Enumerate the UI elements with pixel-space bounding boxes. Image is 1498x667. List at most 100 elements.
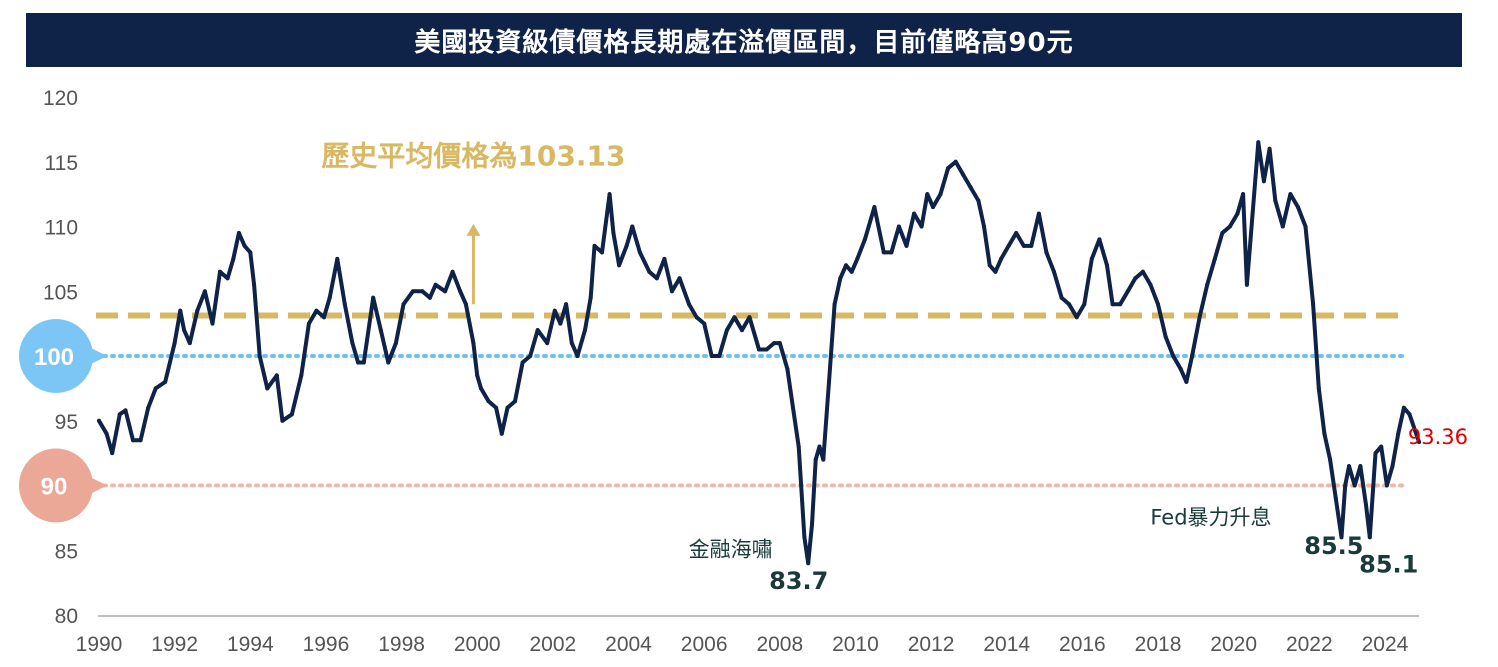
- data-point: [564, 302, 569, 307]
- data-point: [588, 295, 593, 300]
- x-axis: 1990 1992 1994 1996 1998 2000 2002 2004 2006 2008…: [76, 615, 1419, 656]
- data-point: [146, 405, 151, 410]
- y-tick-label: 85: [55, 540, 78, 563]
- data-point: [350, 341, 355, 346]
- x-tick-label: 1992: [151, 633, 198, 656]
- data-point: [1212, 256, 1217, 261]
- data-point: [280, 418, 285, 423]
- x-tick-label: 2000: [454, 633, 501, 656]
- data-point: [356, 360, 361, 365]
- data-point: [1148, 282, 1153, 287]
- average-price-annotation: 歷史平均價格為103.13: [321, 140, 625, 173]
- data-point: [976, 198, 981, 203]
- data-point: [131, 438, 135, 443]
- data-point: [1171, 354, 1176, 358]
- data-point: [401, 302, 406, 307]
- x-tick-label: 2016: [1059, 633, 1106, 656]
- data-point: [172, 341, 177, 346]
- data-point: [791, 405, 795, 410]
- data-point: [1407, 412, 1412, 417]
- data-point: [968, 185, 973, 190]
- data-point: [993, 269, 998, 274]
- data-point: [764, 347, 769, 352]
- data-point: [931, 205, 935, 210]
- data-point: [1339, 535, 1344, 540]
- data-point: [817, 444, 822, 449]
- x-tick-label: 2022: [1286, 633, 1333, 656]
- data-point: [494, 405, 499, 410]
- data-point: [982, 224, 986, 229]
- x-tick-label: 1990: [76, 633, 123, 656]
- data-point: [1074, 315, 1079, 320]
- data-point: [1288, 192, 1293, 197]
- data-point: [378, 328, 383, 333]
- data-point: [1401, 405, 1406, 410]
- y-tick-label: 80: [55, 605, 78, 628]
- data-point: [1373, 451, 1378, 456]
- data-point: [1390, 464, 1395, 469]
- data-point: [265, 386, 270, 391]
- data-point: [410, 289, 415, 294]
- data-point: [1197, 315, 1202, 320]
- data-point: [479, 386, 483, 391]
- data-point: [1303, 224, 1308, 229]
- data-point: [785, 367, 790, 371]
- current-value-label: 93.36: [1408, 425, 1468, 449]
- data-point: [225, 276, 230, 281]
- badge-label: 90: [41, 474, 68, 501]
- data-point: [163, 379, 168, 384]
- data-point: [1133, 276, 1138, 281]
- data-point: [1358, 464, 1363, 469]
- data-point: [335, 256, 340, 261]
- data-point: [1178, 367, 1183, 371]
- data-point: [1296, 205, 1300, 210]
- data-point: [1384, 483, 1389, 488]
- data-point: [104, 431, 109, 436]
- data-point: [210, 321, 215, 326]
- data-point: [520, 360, 525, 365]
- data-point: [242, 243, 247, 248]
- data-point: [138, 438, 143, 443]
- badge-group: 100 90: [19, 319, 107, 523]
- data-point: [872, 205, 877, 210]
- y-tick-label: 115: [45, 152, 78, 175]
- data-point: [1244, 282, 1249, 287]
- data-point: [881, 250, 886, 255]
- data-point: [1036, 211, 1041, 216]
- data-point: [535, 328, 540, 333]
- data-point: [1021, 243, 1026, 248]
- badge-label: 100: [34, 344, 74, 371]
- data-point: [717, 354, 722, 358]
- data-point: [545, 341, 550, 346]
- annotation-group: 歷史平均價格為103.13 金融海嘯 83.7 Fed暴力升息 85.585.1 93.3…: [321, 140, 1468, 595]
- x-tick-label: 2002: [530, 633, 577, 656]
- data-point: [231, 256, 236, 261]
- data-point: [371, 295, 376, 300]
- data-point: [654, 276, 659, 281]
- data-point: [513, 399, 517, 404]
- data-point: [961, 172, 966, 177]
- data-point: [592, 243, 597, 248]
- data-point: [558, 321, 563, 326]
- data-point: [617, 263, 622, 268]
- data-point: [1333, 496, 1338, 501]
- data-point: [849, 269, 854, 274]
- data-point: [987, 263, 992, 268]
- data-point: [662, 256, 667, 261]
- badge-pointer-icon: [87, 346, 107, 366]
- data-point: [443, 289, 448, 294]
- data-point: [772, 341, 777, 346]
- data-point: [1220, 231, 1225, 235]
- data-point: [393, 341, 398, 346]
- data-point: [896, 224, 901, 229]
- data-point: [575, 354, 580, 358]
- data-point: [342, 302, 347, 307]
- data-point: [1235, 211, 1240, 216]
- data-point: [1006, 243, 1011, 248]
- data-point: [946, 166, 951, 171]
- data-point: [1184, 379, 1189, 384]
- data-point: [694, 315, 699, 320]
- data-point: [821, 457, 826, 462]
- data-point: [475, 373, 480, 378]
- x-tick-label: 2008: [756, 633, 803, 656]
